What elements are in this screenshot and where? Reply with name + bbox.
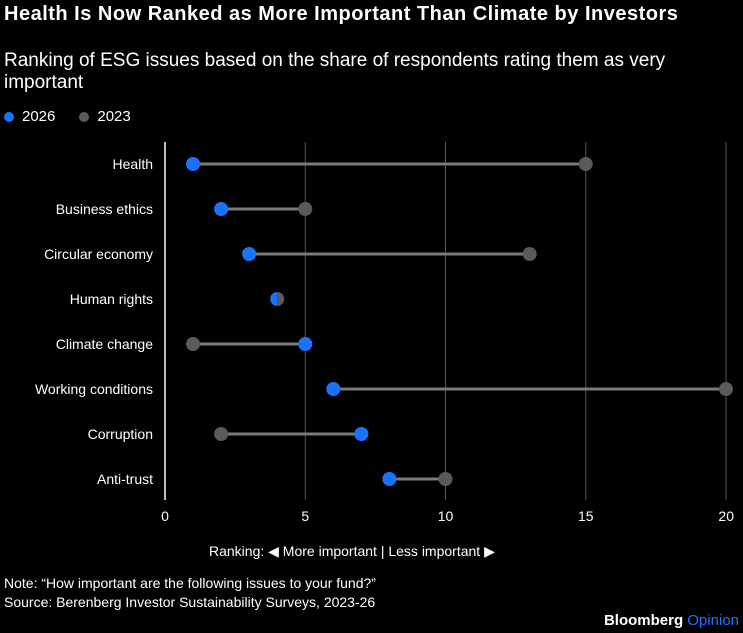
point-2023-human-rights bbox=[277, 292, 285, 306]
point-2023-circular-economy bbox=[522, 247, 537, 261]
point-2023-business-ethics bbox=[298, 202, 313, 216]
x-tick-label-20: 20 bbox=[718, 508, 734, 524]
brand-sub: Opinion bbox=[687, 612, 739, 629]
point-2023-health bbox=[578, 157, 593, 171]
legend: 2026 2023 bbox=[4, 108, 155, 125]
point-2026-human-rights bbox=[270, 292, 278, 306]
point-2026-climate-change bbox=[298, 337, 313, 351]
x-tick-label-5: 5 bbox=[301, 508, 309, 524]
point-2026-working-conditions bbox=[326, 382, 341, 396]
note-text: Note: “How important are the following i… bbox=[4, 575, 376, 591]
point-2026-business-ethics bbox=[214, 202, 229, 216]
point-2026-corruption bbox=[354, 427, 369, 441]
category-label-health: Health bbox=[113, 156, 153, 172]
legend-dot-2023-icon bbox=[79, 111, 90, 122]
point-2023-anti-trust bbox=[438, 472, 453, 486]
point-2026-health bbox=[186, 157, 201, 171]
x-axis-label: Ranking: ◀ More important | Less importa… bbox=[209, 543, 495, 559]
category-label-business-ethics: Business ethics bbox=[56, 201, 153, 217]
legend-label-2023: 2023 bbox=[97, 108, 131, 125]
category-label-climate-change: Climate change bbox=[56, 336, 153, 352]
category-label-anti-trust: Anti-trust bbox=[97, 471, 153, 487]
category-label-human-rights: Human rights bbox=[70, 291, 153, 307]
brand-main: Bloomberg bbox=[603, 612, 684, 629]
point-2023-working-conditions bbox=[719, 382, 733, 396]
point-2023-corruption bbox=[214, 427, 229, 441]
point-2023-climate-change bbox=[186, 337, 201, 351]
x-tick-label-15: 15 bbox=[578, 508, 594, 524]
legend-dot-2026-icon bbox=[4, 111, 14, 122]
point-2026-anti-trust bbox=[382, 472, 397, 486]
category-label-circular-economy: Circular economy bbox=[44, 246, 153, 262]
category-label-corruption: Corruption bbox=[88, 426, 153, 442]
point-2026-circular-economy bbox=[242, 247, 257, 261]
chart-subtitle: Ranking of ESG issues based on the share… bbox=[4, 50, 666, 93]
x-tick-label-10: 10 bbox=[438, 508, 454, 524]
source-text: Source: Berenberg Investor Sustainabilit… bbox=[4, 594, 376, 610]
footnote: Note: “How important are the following i… bbox=[4, 574, 376, 612]
brand-logo: Bloomberg Opinion bbox=[604, 612, 739, 629]
category-label-working-conditions: Working conditions bbox=[35, 381, 153, 397]
legend-item-2023: 2023 bbox=[79, 108, 131, 125]
chart-title: Health Is Now Ranked as More Important T… bbox=[4, 3, 679, 25]
legend-label-2026: 2026 bbox=[22, 108, 56, 125]
legend-item-2026: 2026 bbox=[4, 108, 55, 125]
x-tick-label-0: 0 bbox=[161, 508, 169, 524]
